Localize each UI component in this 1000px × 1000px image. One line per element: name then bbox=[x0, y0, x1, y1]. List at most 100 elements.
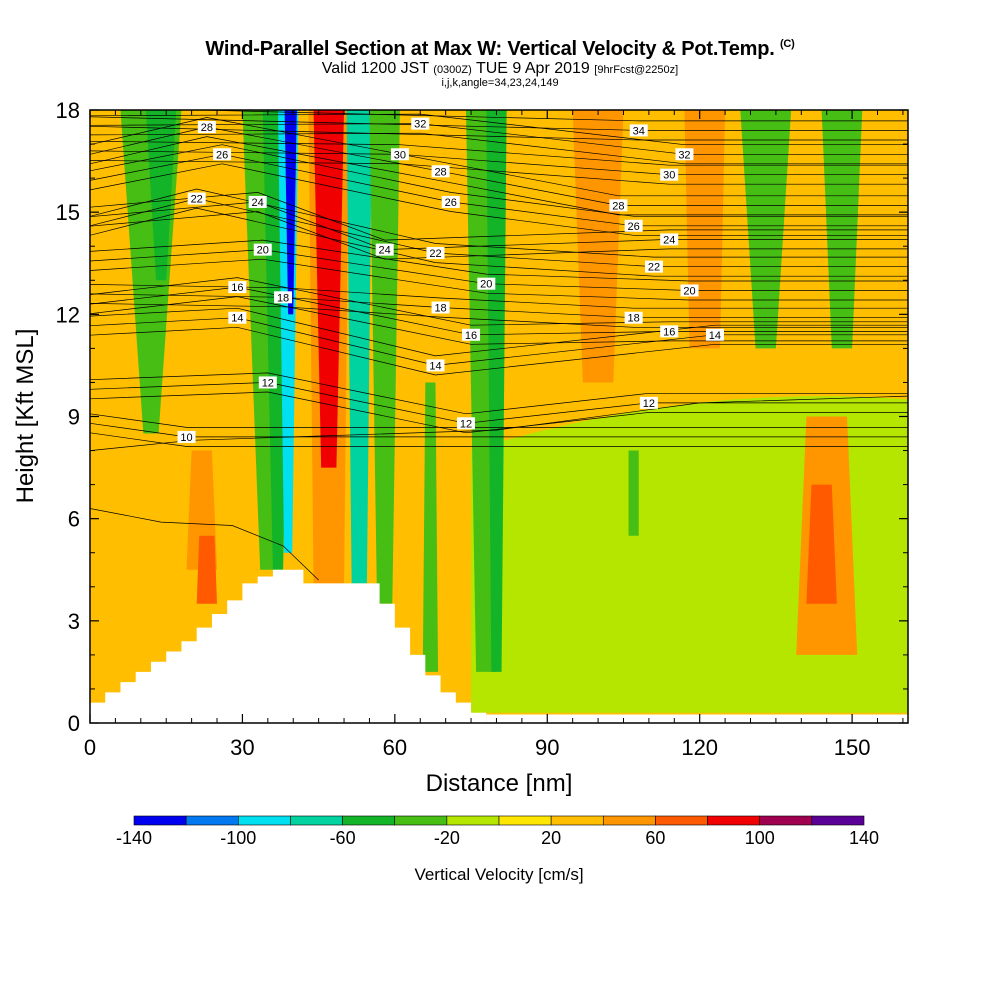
contour-label-16: 16 bbox=[231, 282, 243, 294]
colorbar-title: Vertical Velocity [cm/s] bbox=[414, 865, 583, 884]
y-tick-label: 6 bbox=[68, 507, 80, 532]
y-tick-label: 12 bbox=[56, 302, 80, 327]
contour-label-26: 26 bbox=[628, 221, 640, 233]
contour-label-10: 10 bbox=[180, 432, 192, 444]
theta-contour-low-0 bbox=[90, 508, 319, 581]
theta-contour-10-2 bbox=[90, 413, 908, 428]
contour-label-26: 26 bbox=[445, 197, 457, 209]
colorbar-swatch bbox=[550, 815, 604, 826]
colorbar-label: 100 bbox=[745, 828, 775, 848]
contour-label-18: 18 bbox=[277, 292, 289, 304]
contour-label-bg-4 bbox=[228, 311, 247, 324]
contour-label-14: 14 bbox=[231, 313, 243, 325]
contour-label-22: 22 bbox=[429, 248, 441, 260]
theta-contour-30-1 bbox=[90, 150, 908, 176]
x-tick-label: 90 bbox=[535, 735, 559, 760]
theta-contour-34-2 bbox=[184, 110, 908, 122]
theta-contour-30-0 bbox=[90, 160, 908, 185]
theta-contour-14-2 bbox=[90, 307, 908, 357]
copyright-mark: (C) bbox=[779, 38, 795, 50]
colorbar-swatch bbox=[133, 815, 187, 826]
contour-label-12: 12 bbox=[460, 418, 472, 430]
velocity-band-17 bbox=[628, 450, 639, 536]
colorbar: -140 -100 -60 -20 20 60 100 140 bbox=[116, 815, 879, 848]
velocity-band-12 bbox=[422, 382, 439, 672]
contour-label-bg-8 bbox=[462, 328, 481, 341]
contour-label-bg-25 bbox=[197, 121, 216, 134]
velocity-band-15 bbox=[486, 110, 507, 672]
theta-contour-34-0 bbox=[90, 125, 908, 141]
y-tick-label: 3 bbox=[68, 609, 80, 634]
contour-label-bg-6 bbox=[705, 328, 724, 341]
contour-label-14: 14 bbox=[709, 330, 721, 342]
contour-label-bg-18 bbox=[644, 260, 663, 273]
contour-label-26: 26 bbox=[216, 149, 228, 161]
contour-label-28: 28 bbox=[612, 200, 624, 212]
velocity-band-19 bbox=[740, 110, 792, 349]
colorbar-swatch bbox=[602, 815, 656, 826]
contour-label-bg-15 bbox=[680, 284, 699, 297]
theta-contour-10-0 bbox=[90, 432, 908, 447]
contour-label-bg-24 bbox=[624, 219, 643, 232]
utc-time: (0300Z) bbox=[433, 64, 472, 76]
theta-contour-32-1 bbox=[90, 123, 908, 155]
x-tick-label: 120 bbox=[681, 735, 718, 760]
theta-contour-20-0 bbox=[90, 258, 908, 301]
colorbar-label: 140 bbox=[849, 828, 879, 848]
contour-label-bg-2 bbox=[456, 417, 475, 430]
colorbar-label: 60 bbox=[645, 828, 665, 848]
velocity-band-3 bbox=[196, 535, 218, 604]
contour-label-16: 16 bbox=[663, 326, 675, 338]
chart-title-main: Wind-Parallel Section at Max W: Vertical… bbox=[205, 38, 775, 60]
axes: 0 30 60 90 120 150 0 3 6 9 12 15 18 bbox=[56, 98, 908, 760]
colorbar-label: -100 bbox=[220, 828, 256, 848]
valid-date: TUE 9 Apr 2019 bbox=[475, 60, 590, 77]
contour-label-32: 32 bbox=[678, 149, 690, 161]
contour-label-bg-29 bbox=[660, 168, 679, 181]
y-tick-label: 15 bbox=[56, 200, 80, 225]
contour-label-bg-23 bbox=[441, 195, 460, 208]
theta-contour-28-0 bbox=[90, 136, 908, 216]
terrain-surface bbox=[486, 714, 908, 723]
contour-label-bg-21 bbox=[660, 233, 679, 246]
contour-label-32: 32 bbox=[414, 119, 426, 131]
contour-label-bg-9 bbox=[660, 325, 679, 338]
contour-label-28: 28 bbox=[434, 166, 446, 178]
theta-contour-18-2 bbox=[90, 284, 908, 309]
colorbar-swatch bbox=[185, 815, 239, 826]
contour-labels: 10 12 12 12 14 14 14 16 16 16 18 18 18 20 20 20 22 22 22 24… bbox=[177, 117, 724, 444]
theta-contour-22-2 bbox=[90, 188, 908, 258]
y-tick-label: 18 bbox=[56, 98, 80, 123]
y-axis-label: Height [Kft MSL] bbox=[12, 329, 39, 504]
contour-label-22: 22 bbox=[191, 194, 203, 206]
grid-indices: i,j,k,angle=34,23,24,149 bbox=[441, 77, 559, 89]
contour-label-12: 12 bbox=[262, 377, 274, 389]
contour-label-bg-27 bbox=[609, 199, 628, 212]
contour-label-bg-26 bbox=[431, 165, 450, 178]
theta-contour-16-0 bbox=[90, 296, 908, 345]
theta-contour-24-0 bbox=[90, 211, 908, 260]
theta-contour-32-2 bbox=[90, 113, 908, 146]
contour-label-bg-5 bbox=[426, 359, 445, 372]
theta-contour-14-0 bbox=[90, 326, 908, 376]
colorbar-swatch bbox=[655, 815, 708, 826]
y-tick-label: 9 bbox=[68, 405, 80, 430]
colorbar-swatch bbox=[498, 815, 552, 826]
contour-label-bg-0 bbox=[177, 430, 196, 443]
theta-contour-28-2 bbox=[90, 117, 908, 197]
contour-label-bg-17 bbox=[426, 247, 445, 260]
x-tick-label: 30 bbox=[230, 735, 254, 760]
contour-label-22: 22 bbox=[648, 262, 660, 274]
contour-label-30: 30 bbox=[394, 149, 406, 161]
contour-label-24: 24 bbox=[379, 245, 391, 257]
colorbar-label: -20 bbox=[434, 828, 460, 848]
contour-label-bg-30 bbox=[411, 117, 430, 130]
contour-label-bg-20 bbox=[375, 243, 394, 256]
chart-subtitle: Valid 1200 JST (0300Z) TUE 9 Apr 2019 [9… bbox=[0, 60, 1000, 78]
contour-label-bg-13 bbox=[253, 243, 272, 256]
velocity-band-18 bbox=[684, 110, 726, 349]
contour-label-28: 28 bbox=[201, 122, 213, 134]
contour-label-bg-22 bbox=[213, 148, 232, 161]
theta-contour-18-0 bbox=[90, 303, 908, 328]
colorbar-swatch bbox=[394, 815, 448, 826]
